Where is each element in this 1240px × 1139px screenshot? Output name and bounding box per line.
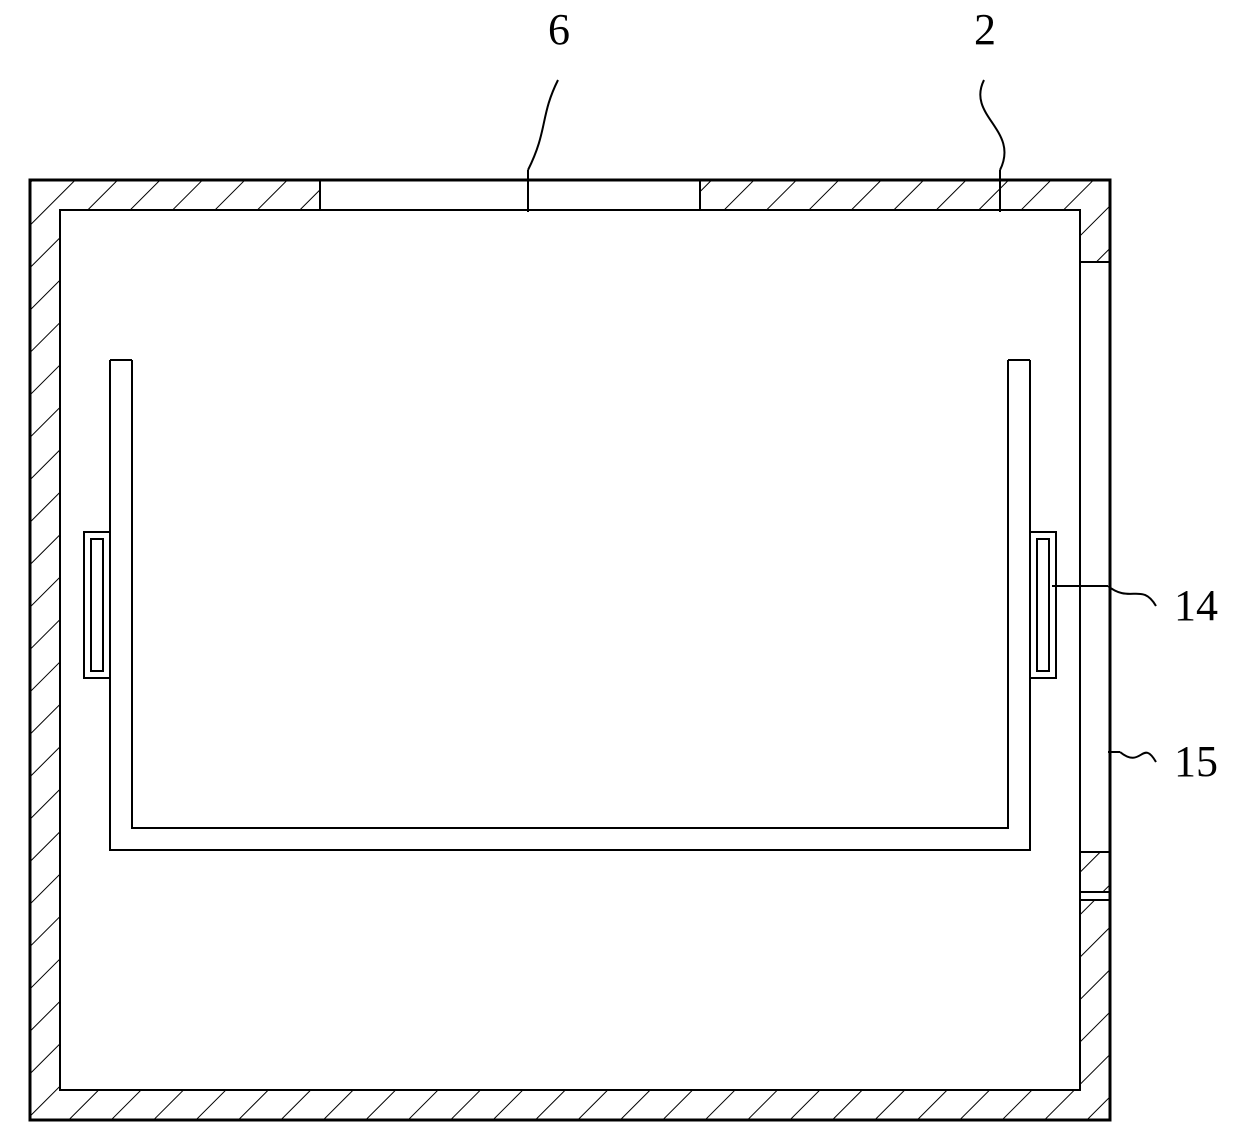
label-6: 6	[548, 5, 570, 54]
clip-right	[1030, 532, 1056, 678]
clip-left	[84, 532, 110, 678]
inner-tray	[84, 360, 1056, 850]
label-15: 15	[1174, 737, 1218, 786]
label-2: 2	[974, 5, 996, 54]
outer-frame	[30, 180, 1110, 1120]
label-14: 14	[1174, 581, 1218, 630]
callout-labels: 6 2 14 15	[548, 5, 1218, 786]
